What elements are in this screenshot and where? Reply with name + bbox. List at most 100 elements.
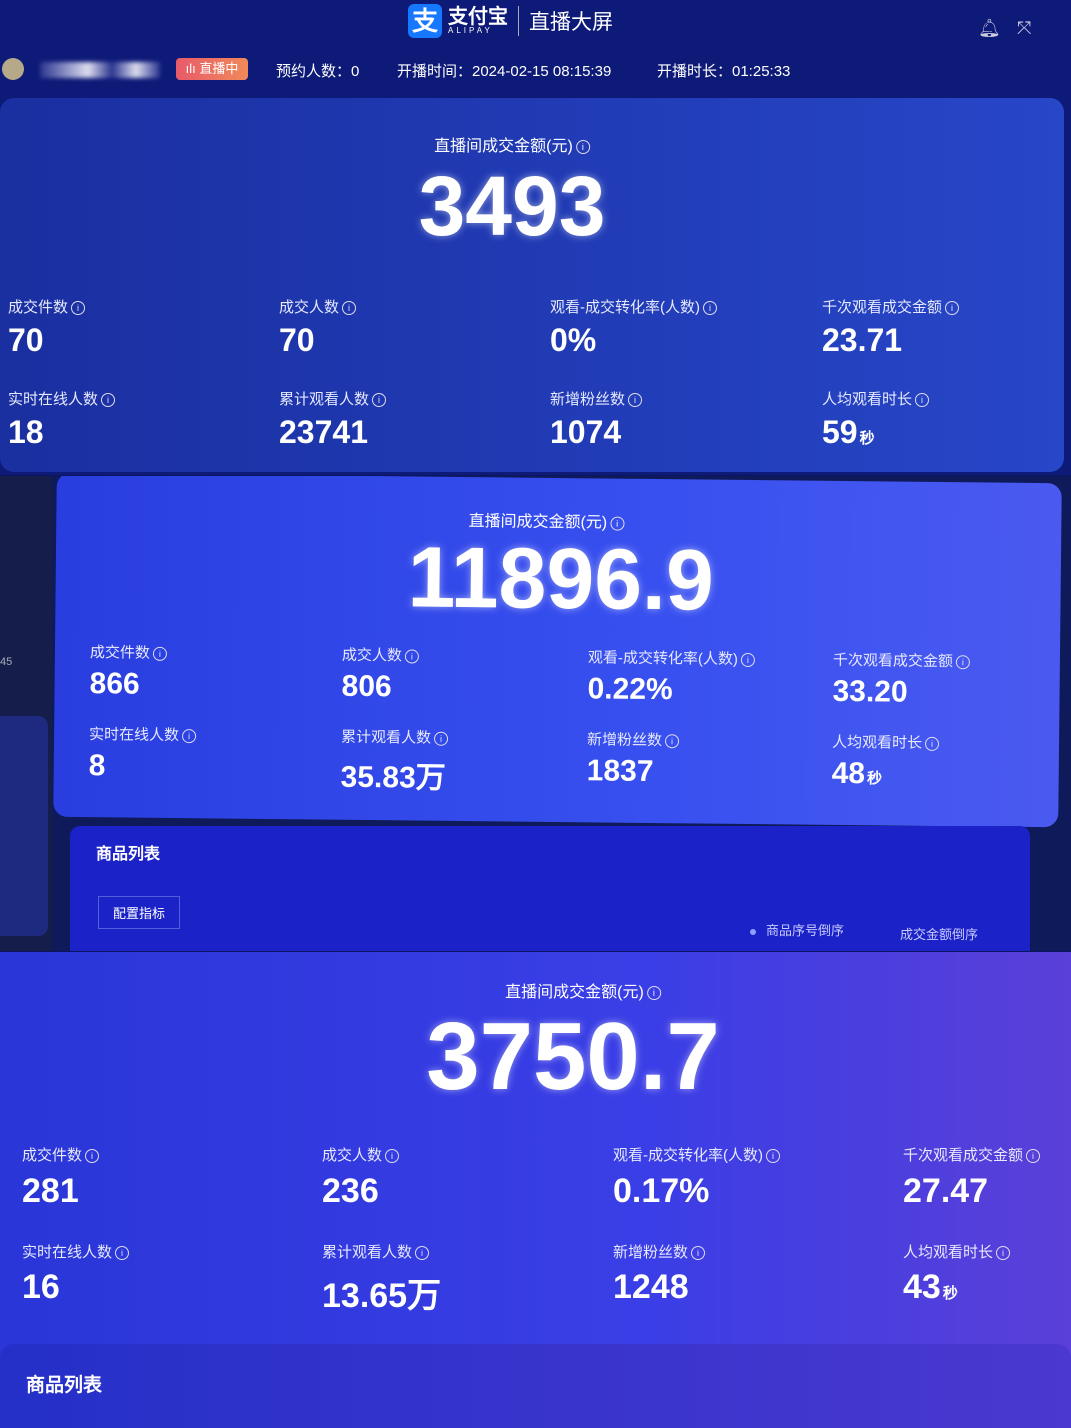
total-sales-label: 直播间成交金额(元) i — [505, 978, 661, 1002]
metric-label-text: 实时在线人数 — [8, 391, 99, 408]
total-sales-label: 直播间成交金额(元) i — [434, 132, 590, 156]
metric-value-text: 0% — [550, 322, 597, 358]
info-icon[interactable]: i — [996, 1246, 1011, 1261]
avatar — [2, 58, 24, 80]
metric-label: 观看-成交转化率(人数) i — [613, 1144, 780, 1165]
metric-value: 281 — [22, 1172, 79, 1211]
metric-label-text: 观看-成交转化率(人数) — [550, 299, 700, 316]
metric-value: 0.22% — [587, 672, 672, 707]
reservations: 预约人数：0 — [276, 63, 360, 80]
info-icon[interactable]: i — [915, 393, 930, 408]
metric-label-text: 实时在线人数 — [22, 1244, 113, 1261]
info-icon[interactable]: i — [703, 301, 717, 316]
metric-label-text: 成交件数 — [22, 1147, 83, 1164]
metric-label: 人均观看时长 i — [822, 388, 930, 409]
metric-label: 千次观看成交金额 i — [833, 649, 970, 671]
metric-value-text: 70 — [8, 322, 44, 358]
metric-label-text: 千次观看成交金额 — [903, 1147, 1024, 1164]
info-icon[interactable]: i — [385, 1149, 400, 1164]
metric-label: 累计观看人数 i — [340, 726, 449, 748]
metric-value: 43 秒 — [903, 1268, 958, 1307]
metric-value: 59 秒 — [822, 414, 875, 451]
metric-label: 成交件数 i — [8, 296, 86, 317]
info-icon[interactable]: i — [664, 734, 680, 749]
metric-value-text: 281 — [22, 1172, 79, 1210]
info-icon[interactable]: i — [372, 393, 387, 408]
metric-value-text: 33.20 — [832, 674, 908, 709]
metric-label: 实时在线人数 i — [8, 388, 116, 409]
metric-value: 0% — [550, 322, 596, 359]
metric-label: 新增粉丝数 i — [550, 388, 643, 409]
metric-label-text: 千次观看成交金额 — [832, 651, 954, 671]
sort-by-index-radio[interactable]: 商品序号倒序 — [750, 920, 844, 939]
metric-label-text: 观看-成交转化率(人数) — [613, 1147, 763, 1164]
dashboard-screenshot-3: 商品列表 直播间成交金额(元) i 3750.7 成交件数 i 281 成交人数 i 236 观看… — [0, 952, 1071, 1428]
metric-value: 0.17% — [613, 1172, 709, 1211]
metric-label: 观看-成交转化率(人数) i — [588, 646, 755, 669]
metric-value-text: 48 — [831, 756, 866, 791]
metric-label-text: 人均观看时长 — [903, 1244, 994, 1261]
config-metrics-button[interactable]: 配置指标 — [98, 896, 181, 929]
metric-value-text: 1074 — [550, 414, 622, 450]
metric-value-text: 0.17% — [613, 1172, 710, 1210]
info-icon[interactable]: i — [404, 649, 420, 664]
metric-label: 成交件数 i — [90, 641, 168, 663]
metric-value: 33.20 — [832, 675, 907, 710]
metric-value: 1074 — [550, 414, 621, 451]
metric-value: 1248 — [613, 1268, 689, 1307]
info-icon[interactable]: i — [415, 1246, 430, 1261]
side-text: 45 — [0, 656, 13, 668]
metric-label-text: 累计观看人数 — [322, 1244, 413, 1261]
metric-label-text: 累计观看人数 — [340, 728, 432, 747]
metric-value-text: 16 — [22, 1268, 60, 1306]
metric-label-text: 新增粉丝数 — [613, 1244, 689, 1261]
metric-value-text: 236 — [322, 1172, 379, 1210]
metric-value: 236 — [322, 1172, 379, 1211]
info-icon[interactable]: i — [766, 1149, 780, 1164]
metric-value-text: 70 — [279, 322, 315, 358]
info-icon[interactable]: i — [924, 736, 940, 752]
info-icon[interactable]: i — [955, 655, 970, 670]
metric-value: 23.71 — [822, 322, 902, 359]
info-icon[interactable]: i — [434, 731, 449, 746]
metric-label: 人均观看时长 i — [903, 1241, 1011, 1262]
side-card — [0, 716, 48, 936]
sort-by-amount-radio[interactable]: 成交金额倒序 — [900, 927, 979, 942]
top-header: 支 支付宝 ALIPAY 直播大屏 🔔︎ ⤧ ılı 直播中 预约人数：0 开播… — [0, 0, 1071, 96]
info-icon[interactable]: i — [610, 516, 625, 531]
live-status-badge: ılı 直播中 — [176, 58, 248, 80]
info-icon[interactable]: i — [628, 393, 643, 408]
info-icon[interactable]: i — [182, 729, 197, 744]
info-icon[interactable]: i — [115, 1246, 130, 1261]
info-icon[interactable]: i — [152, 646, 168, 661]
metric-unit: 秒 — [866, 770, 883, 788]
metric-unit: 秒 — [942, 1285, 958, 1302]
fullscreen-icon[interactable]: ⤧ — [1017, 18, 1032, 38]
metric-label-text: 成交人数 — [341, 646, 403, 665]
metric-value-text: 23741 — [279, 414, 368, 450]
metric-value-text: 35.83万 — [340, 760, 446, 795]
info-icon[interactable]: i — [646, 985, 661, 1000]
info-icon[interactable]: i — [71, 301, 86, 316]
info-icon[interactable]: i — [575, 139, 590, 154]
metric-unit: 秒 — [859, 430, 875, 447]
info-icon[interactable]: i — [740, 652, 755, 668]
metric-value: 16 — [22, 1268, 60, 1307]
bell-icon[interactable]: 🔔︎ — [978, 18, 1001, 38]
info-icon[interactable]: i — [342, 301, 357, 316]
info-icon[interactable]: i — [85, 1149, 100, 1164]
info-icon[interactable]: i — [101, 393, 116, 408]
metric-value-text: 59 — [822, 414, 858, 450]
metric-label: 实时在线人数 i — [89, 723, 197, 745]
metric-label: 成交人数 i — [322, 1144, 400, 1165]
sort-by-index-label: 商品序号倒序 — [766, 923, 845, 938]
logo-en: ALIPAY — [448, 26, 493, 35]
metric-value: 866 — [89, 667, 139, 702]
info-icon[interactable]: i — [1026, 1149, 1041, 1164]
blurred-account-name — [40, 62, 160, 78]
metric-label-text: 成交件数 — [8, 299, 69, 316]
metric-value: 35.83万 — [340, 752, 446, 797]
total-sales-label-text: 直播间成交金额(元) — [434, 138, 573, 155]
info-icon[interactable]: i — [945, 301, 960, 316]
info-icon[interactable]: i — [691, 1246, 706, 1261]
